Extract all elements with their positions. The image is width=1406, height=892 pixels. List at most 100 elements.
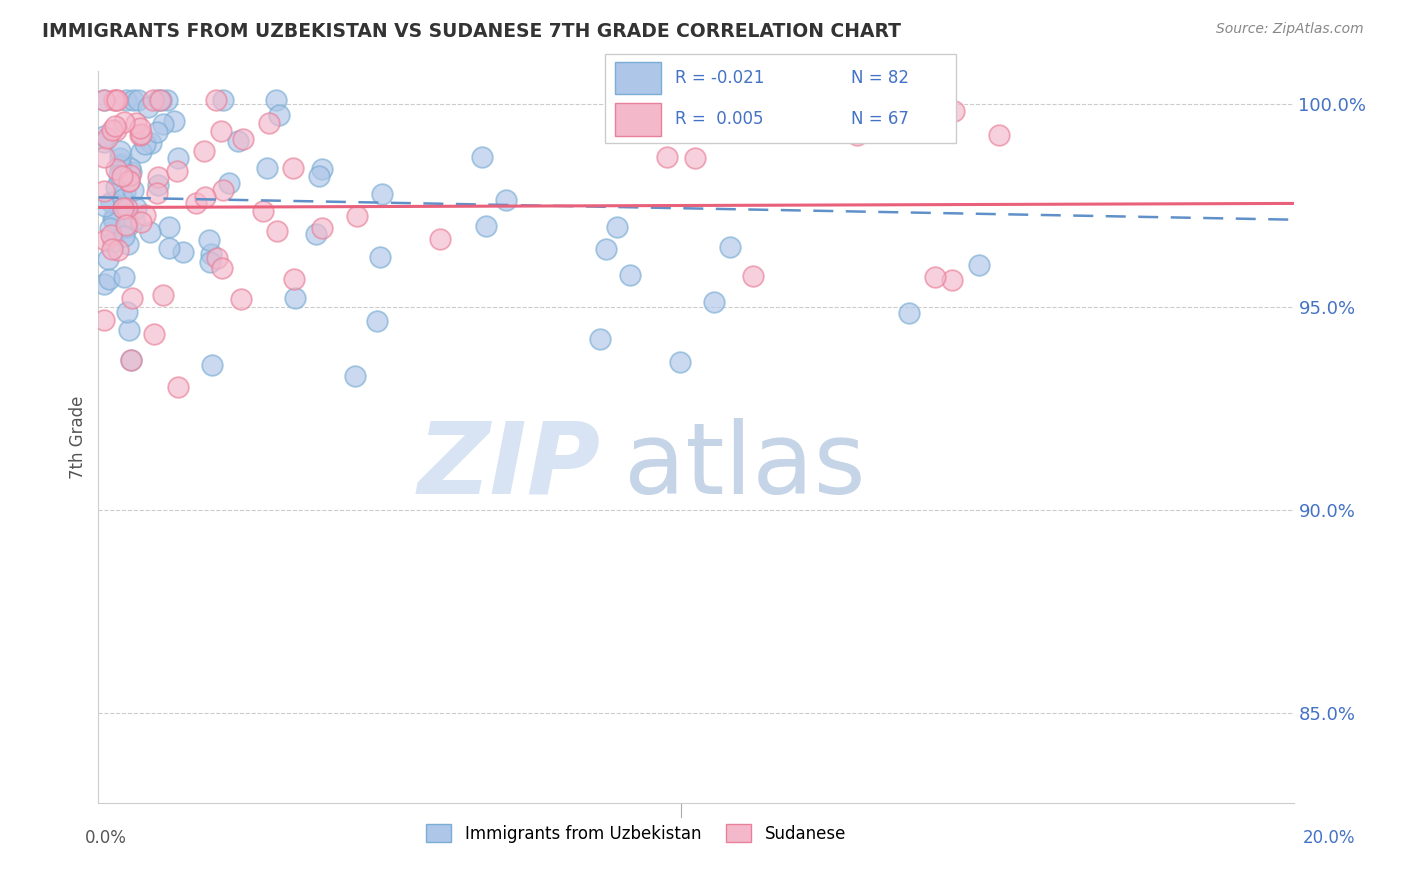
Point bbox=[266, 224, 288, 238]
Point bbox=[103, 235, 125, 250]
Point bbox=[371, 186, 394, 201]
Point bbox=[98, 221, 121, 235]
Point bbox=[284, 291, 307, 305]
Point bbox=[112, 270, 135, 285]
Point bbox=[148, 93, 170, 107]
Text: R =  0.005: R = 0.005 bbox=[675, 110, 763, 128]
Point bbox=[186, 196, 208, 211]
Point bbox=[108, 144, 131, 158]
Point bbox=[429, 232, 451, 246]
Point bbox=[112, 115, 135, 129]
Point bbox=[118, 174, 141, 188]
Point bbox=[115, 93, 138, 107]
Point bbox=[112, 201, 135, 215]
FancyBboxPatch shape bbox=[616, 62, 661, 94]
Text: R = -0.021: R = -0.021 bbox=[675, 69, 765, 87]
Point bbox=[129, 145, 152, 160]
Point bbox=[988, 128, 1011, 143]
FancyBboxPatch shape bbox=[616, 103, 661, 136]
Point bbox=[152, 117, 174, 131]
Point bbox=[924, 270, 946, 285]
Point bbox=[93, 313, 115, 327]
Point bbox=[122, 183, 145, 197]
Point bbox=[346, 209, 368, 223]
Point bbox=[115, 201, 138, 215]
Point bbox=[93, 135, 115, 149]
Point bbox=[152, 288, 174, 302]
Point bbox=[110, 157, 132, 171]
Point bbox=[94, 233, 117, 247]
Point bbox=[657, 150, 679, 164]
Point bbox=[122, 93, 145, 107]
Text: N = 82: N = 82 bbox=[851, 69, 908, 87]
Point bbox=[112, 229, 135, 244]
Point bbox=[308, 169, 330, 183]
Point bbox=[118, 323, 141, 337]
Point bbox=[115, 220, 138, 235]
Point bbox=[104, 162, 127, 177]
Point bbox=[115, 304, 138, 318]
Point bbox=[267, 108, 290, 122]
Point bbox=[897, 305, 920, 319]
Point bbox=[846, 128, 869, 142]
Point bbox=[124, 201, 146, 215]
Point bbox=[146, 124, 169, 138]
Point bbox=[232, 132, 254, 146]
Point bbox=[166, 163, 188, 178]
Point bbox=[311, 161, 333, 176]
Point bbox=[683, 151, 706, 165]
Point bbox=[142, 93, 165, 107]
Point bbox=[101, 122, 124, 136]
FancyBboxPatch shape bbox=[605, 54, 956, 143]
Text: 0.0%: 0.0% bbox=[84, 829, 127, 847]
Point bbox=[942, 103, 965, 118]
Point bbox=[198, 233, 221, 247]
Point bbox=[146, 186, 169, 200]
Point bbox=[139, 225, 162, 239]
Point bbox=[117, 236, 139, 251]
Point bbox=[200, 247, 222, 261]
Text: N = 67: N = 67 bbox=[851, 110, 908, 128]
Legend: Immigrants from Uzbekistan, Sudanese: Immigrants from Uzbekistan, Sudanese bbox=[420, 818, 852, 849]
Point bbox=[129, 215, 152, 229]
Point bbox=[131, 127, 153, 141]
Point bbox=[93, 277, 115, 291]
Point bbox=[703, 294, 725, 309]
Text: 20.0%: 20.0% bbox=[1302, 829, 1355, 847]
Point bbox=[343, 368, 366, 383]
Point bbox=[127, 93, 149, 107]
Point bbox=[100, 195, 122, 210]
Point bbox=[200, 358, 222, 372]
Point bbox=[204, 93, 226, 107]
Point bbox=[100, 242, 122, 256]
Point bbox=[120, 165, 142, 179]
Point bbox=[111, 169, 134, 183]
Point bbox=[471, 150, 494, 164]
Point bbox=[193, 144, 215, 158]
Point bbox=[283, 161, 305, 176]
Point bbox=[104, 119, 127, 133]
Point bbox=[167, 151, 190, 165]
Point bbox=[146, 178, 169, 192]
Point bbox=[128, 121, 150, 136]
Point bbox=[124, 213, 146, 227]
Point bbox=[211, 183, 233, 197]
Point bbox=[98, 271, 121, 285]
Y-axis label: 7th Grade: 7th Grade bbox=[69, 395, 87, 479]
Point bbox=[97, 252, 120, 267]
Point bbox=[103, 93, 125, 107]
Point bbox=[495, 193, 517, 207]
Point bbox=[231, 292, 253, 306]
Point bbox=[100, 228, 122, 243]
Text: ZIP: ZIP bbox=[418, 417, 600, 515]
Point bbox=[209, 124, 232, 138]
Point bbox=[146, 169, 169, 184]
Point bbox=[114, 218, 136, 232]
Point bbox=[368, 250, 391, 264]
Point bbox=[474, 219, 496, 233]
Point bbox=[595, 242, 617, 256]
Point bbox=[120, 168, 142, 182]
Point bbox=[669, 355, 692, 369]
Point bbox=[93, 128, 115, 143]
Point bbox=[589, 332, 612, 346]
